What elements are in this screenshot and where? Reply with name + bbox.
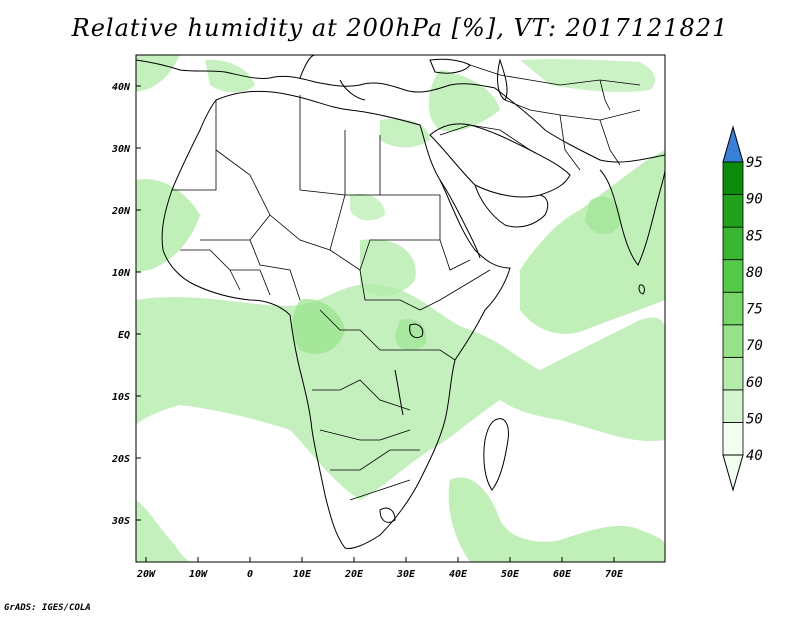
colorbar-swatch <box>722 389 744 423</box>
lat-tick-label: 40N <box>112 82 131 93</box>
lon-tick-label: 20W <box>136 569 156 580</box>
lon-tick-label: 10W <box>189 569 208 580</box>
chart-title: Relative humidity at 200hPa [%], VT: 201… <box>71 14 729 42</box>
colorbar-label: 90 <box>746 192 763 208</box>
colorbar-swatch <box>722 356 744 391</box>
lon-tick-label: 60E <box>553 569 572 580</box>
colorbar-overflow-arrow <box>722 125 744 163</box>
colorbar-swatch <box>722 226 744 261</box>
colorbar: 40 50 60 70 75 80 85 90 95 <box>722 125 763 492</box>
lat-tick-label: 10S <box>112 392 130 403</box>
lon-tick-labels: 20W 10W 0 10E 20E 30E 40E 50E 60E 70E <box>136 569 624 580</box>
country-borders <box>172 64 641 501</box>
lat-tick-label: 20S <box>111 454 130 465</box>
lon-tick-label: 20E <box>344 569 364 580</box>
lat-tick-labels: 40N 30N 20N 10N EQ 10S 20S 30S <box>111 82 131 527</box>
colorbar-label: 60 <box>746 375 763 391</box>
humidity-shading <box>136 55 665 562</box>
lat-tick-label: 10N <box>112 268 131 279</box>
colorbar-label: 85 <box>746 228 763 244</box>
colorbar-label: 95 <box>746 155 763 171</box>
lon-tick-label: 10E <box>293 569 312 580</box>
colorbar-label: 70 <box>746 338 763 354</box>
colorbar-swatch <box>722 324 744 358</box>
lat-tick-label: 30N <box>111 144 131 155</box>
colorbar-underflow-arrow <box>722 454 744 492</box>
lat-tick-label: 30S <box>111 516 130 527</box>
lon-tick-label: 70E <box>605 569 624 580</box>
axis-tick-marks <box>136 85 615 562</box>
lon-tick-label: 50E <box>501 569 520 580</box>
lat-tick-label: 20N <box>111 206 131 217</box>
map-frame <box>135 54 666 563</box>
lon-tick-label: 30E <box>396 569 416 580</box>
colorbar-swatch <box>722 194 744 228</box>
colorbar-label: 50 <box>746 411 763 427</box>
colorbar-swatch <box>722 422 744 456</box>
lon-tick-label: 40E <box>449 569 468 580</box>
colorbar-label: 80 <box>746 265 763 281</box>
colorbar-swatch <box>722 161 744 195</box>
colorbar-swatch <box>722 259 744 293</box>
colorbar-label: 75 <box>746 302 763 318</box>
lon-tick-label: 0 <box>247 569 253 580</box>
colorbar-label: 40 <box>746 448 763 464</box>
colorbar-swatch <box>722 291 744 326</box>
credit-text: GrADS: IGES/COLA <box>4 603 91 613</box>
lat-tick-label: EQ <box>118 330 130 341</box>
